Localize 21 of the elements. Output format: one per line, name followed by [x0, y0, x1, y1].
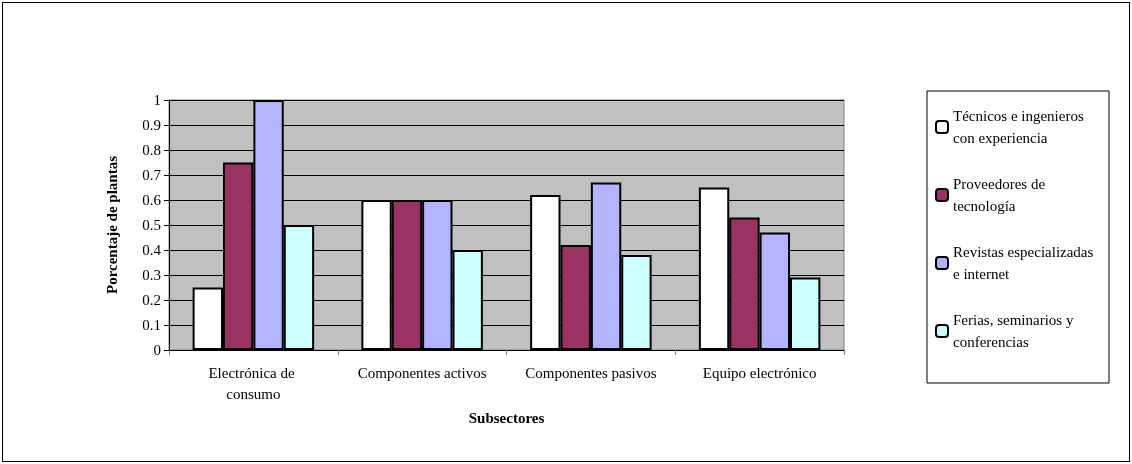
y-axis-title: Porcentaje de plantas — [103, 155, 120, 295]
y-tick-label: 0.3 — [142, 267, 161, 283]
x-tick-label: Componentes activos — [357, 364, 487, 381]
y-tick-label: 0.9 — [142, 117, 161, 133]
y-tick-label: 0.1 — [142, 317, 161, 333]
legend-label: Revistas especializadas e internet — [953, 244, 1098, 282]
y-tick-label: 0.4 — [142, 242, 162, 258]
x-tick-label: Equipo electrónico — [702, 364, 817, 381]
x-tick-label: Componentes pasivos — [525, 364, 657, 381]
legend-label: Ferias, seminarios y conferencias — [953, 312, 1078, 350]
y-tick-label: 0.6 — [142, 192, 162, 208]
y-tick-label: 1 — [153, 92, 161, 108]
y-tick-label: 0.7 — [142, 167, 162, 183]
y-tick-label: 0.5 — [142, 217, 161, 233]
y-tick-label: 0.8 — [142, 142, 161, 158]
legend-label: Proveedores de tecnología — [953, 176, 1049, 214]
y-tick-label: 0 — [153, 342, 161, 358]
x-tick-label: Electrónica de consumo — [208, 364, 299, 402]
y-tick-label: 0.2 — [142, 292, 161, 308]
legend-label: Técnicos e ingenieros con experiencia — [953, 108, 1088, 146]
x-axis-title: Subsectores — [468, 409, 545, 426]
